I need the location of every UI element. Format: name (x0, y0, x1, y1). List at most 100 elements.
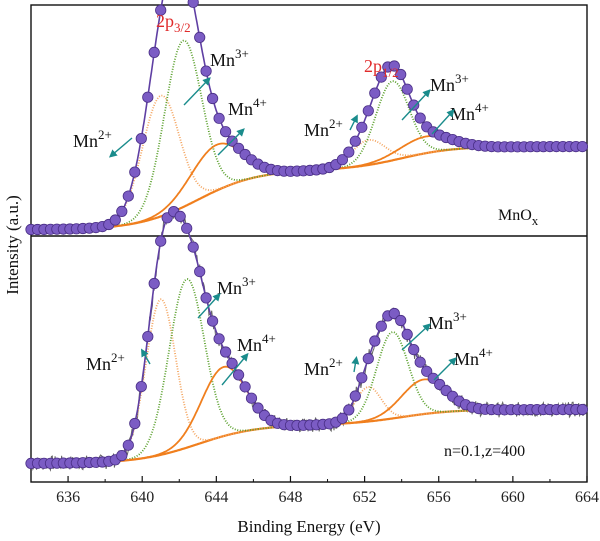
label-2p32: 2p3/2 (156, 11, 191, 35)
data-point (343, 146, 355, 158)
top-label-mn4-left: Mn4+ (228, 95, 267, 119)
data-point (388, 60, 400, 72)
x-tick-label: 652 (353, 489, 377, 506)
data-point (142, 91, 154, 103)
data-point (109, 214, 121, 226)
data-point (369, 87, 381, 99)
arrow-bottom-mn3-right (401, 323, 431, 351)
data-point (401, 83, 413, 95)
arrow-top-mn3-right (401, 89, 431, 121)
data-point (343, 404, 355, 416)
arrow-bottom-mn4-left (221, 352, 249, 386)
data-point (174, 210, 186, 222)
bottom-label-mn4-left: Mn4+ (237, 331, 276, 355)
data-point (122, 190, 134, 202)
data-point (421, 365, 433, 377)
y-axis-title: Intensity (a.u.) (3, 195, 22, 295)
top-label-mn4-right: Mn4+ (450, 100, 489, 124)
data-point (395, 314, 407, 327)
x-tick-label: 660 (501, 489, 525, 506)
arrow-bottom-mn2-right (351, 356, 360, 373)
plot-frame (30, 4, 588, 483)
data-point (187, 0, 199, 8)
arrow-top-mn2-right (349, 114, 358, 131)
data-point (356, 121, 368, 133)
data-point (356, 372, 368, 384)
data-point (576, 403, 589, 416)
data-point (116, 449, 128, 462)
data-point (336, 154, 348, 166)
data-point (122, 439, 134, 451)
bottom-panel (25, 206, 589, 472)
series-line-mn2plus (31, 298, 587, 465)
data-point (129, 166, 141, 178)
bottom-label-mn4-right: Mn4+ (454, 345, 493, 369)
data-point (194, 31, 206, 44)
bottom-label-mn3-right: Mn3+ (428, 309, 467, 333)
top-label-mn3-right: Mn3+ (430, 71, 469, 95)
x-tick-label: 644 (204, 489, 228, 506)
top-sample-label: MnOx (498, 207, 539, 228)
data-point (336, 412, 348, 424)
data-point (142, 330, 154, 343)
data-point (401, 328, 413, 340)
data-point (200, 292, 212, 304)
arrow-bottom-mn2-left (140, 348, 151, 365)
x-tick-label: 656 (427, 489, 451, 506)
arrow-top-mn4-left (217, 128, 245, 156)
x-tick-label: 664 (575, 489, 599, 506)
raw-spectrum-line (30, 208, 588, 472)
data-point (408, 99, 420, 111)
bottom-sample-label: n=0.1,z=400 (444, 443, 525, 460)
data-point (194, 265, 206, 278)
data-point (148, 46, 160, 59)
arrow-bottom-mn3-left (197, 293, 221, 319)
data-point (135, 133, 147, 145)
data-point (252, 402, 264, 414)
data-point (226, 357, 238, 369)
x-tick-label: 636 (56, 489, 80, 506)
x-axis-title: Binding Energy (eV) (237, 517, 380, 536)
data-point (155, 235, 167, 247)
data-point (239, 381, 251, 393)
data-point (362, 352, 374, 365)
data-point (349, 390, 361, 402)
top-label-mn2-left: Mn2+ (73, 127, 112, 151)
data-point (245, 392, 258, 404)
data-point (129, 417, 141, 430)
arrow-top-mn3-left (183, 77, 211, 106)
bottom-label-mn2-left: Mn2+ (86, 350, 125, 374)
data-point (233, 369, 245, 381)
data-point (220, 126, 232, 138)
data-point (375, 320, 387, 332)
bottom-label-mn3-left: Mn3+ (217, 274, 256, 298)
data-point (414, 356, 426, 368)
data-point (207, 92, 219, 105)
data-point (207, 315, 219, 327)
data-point (148, 277, 160, 290)
data-point (362, 105, 374, 117)
data-point (155, 4, 167, 16)
data-point (369, 335, 381, 347)
top-label-mn3-left: Mn3+ (210, 46, 249, 70)
x-tick-label: 640 (130, 489, 154, 506)
envelope-line (31, 0, 587, 231)
label-2p12: 2p1/2 (364, 56, 399, 80)
data-point (135, 380, 147, 393)
data-point (408, 343, 420, 356)
data-point (200, 65, 212, 77)
data-point (213, 112, 225, 124)
data-point (187, 241, 199, 253)
data-point (213, 333, 225, 345)
data-point (414, 112, 426, 124)
x-axis-ticks: 636 640 644 648 652 656 660 664 (30, 476, 599, 506)
bottom-label-mn2-right: Mn2+ (304, 355, 343, 379)
top-panel (25, 0, 589, 236)
data-point (181, 222, 193, 234)
arrow-bottom-mn4-right (433, 357, 457, 381)
data-point (388, 307, 400, 320)
x-tick-label: 648 (278, 489, 302, 506)
data-point (576, 141, 589, 153)
data-point (375, 71, 387, 83)
